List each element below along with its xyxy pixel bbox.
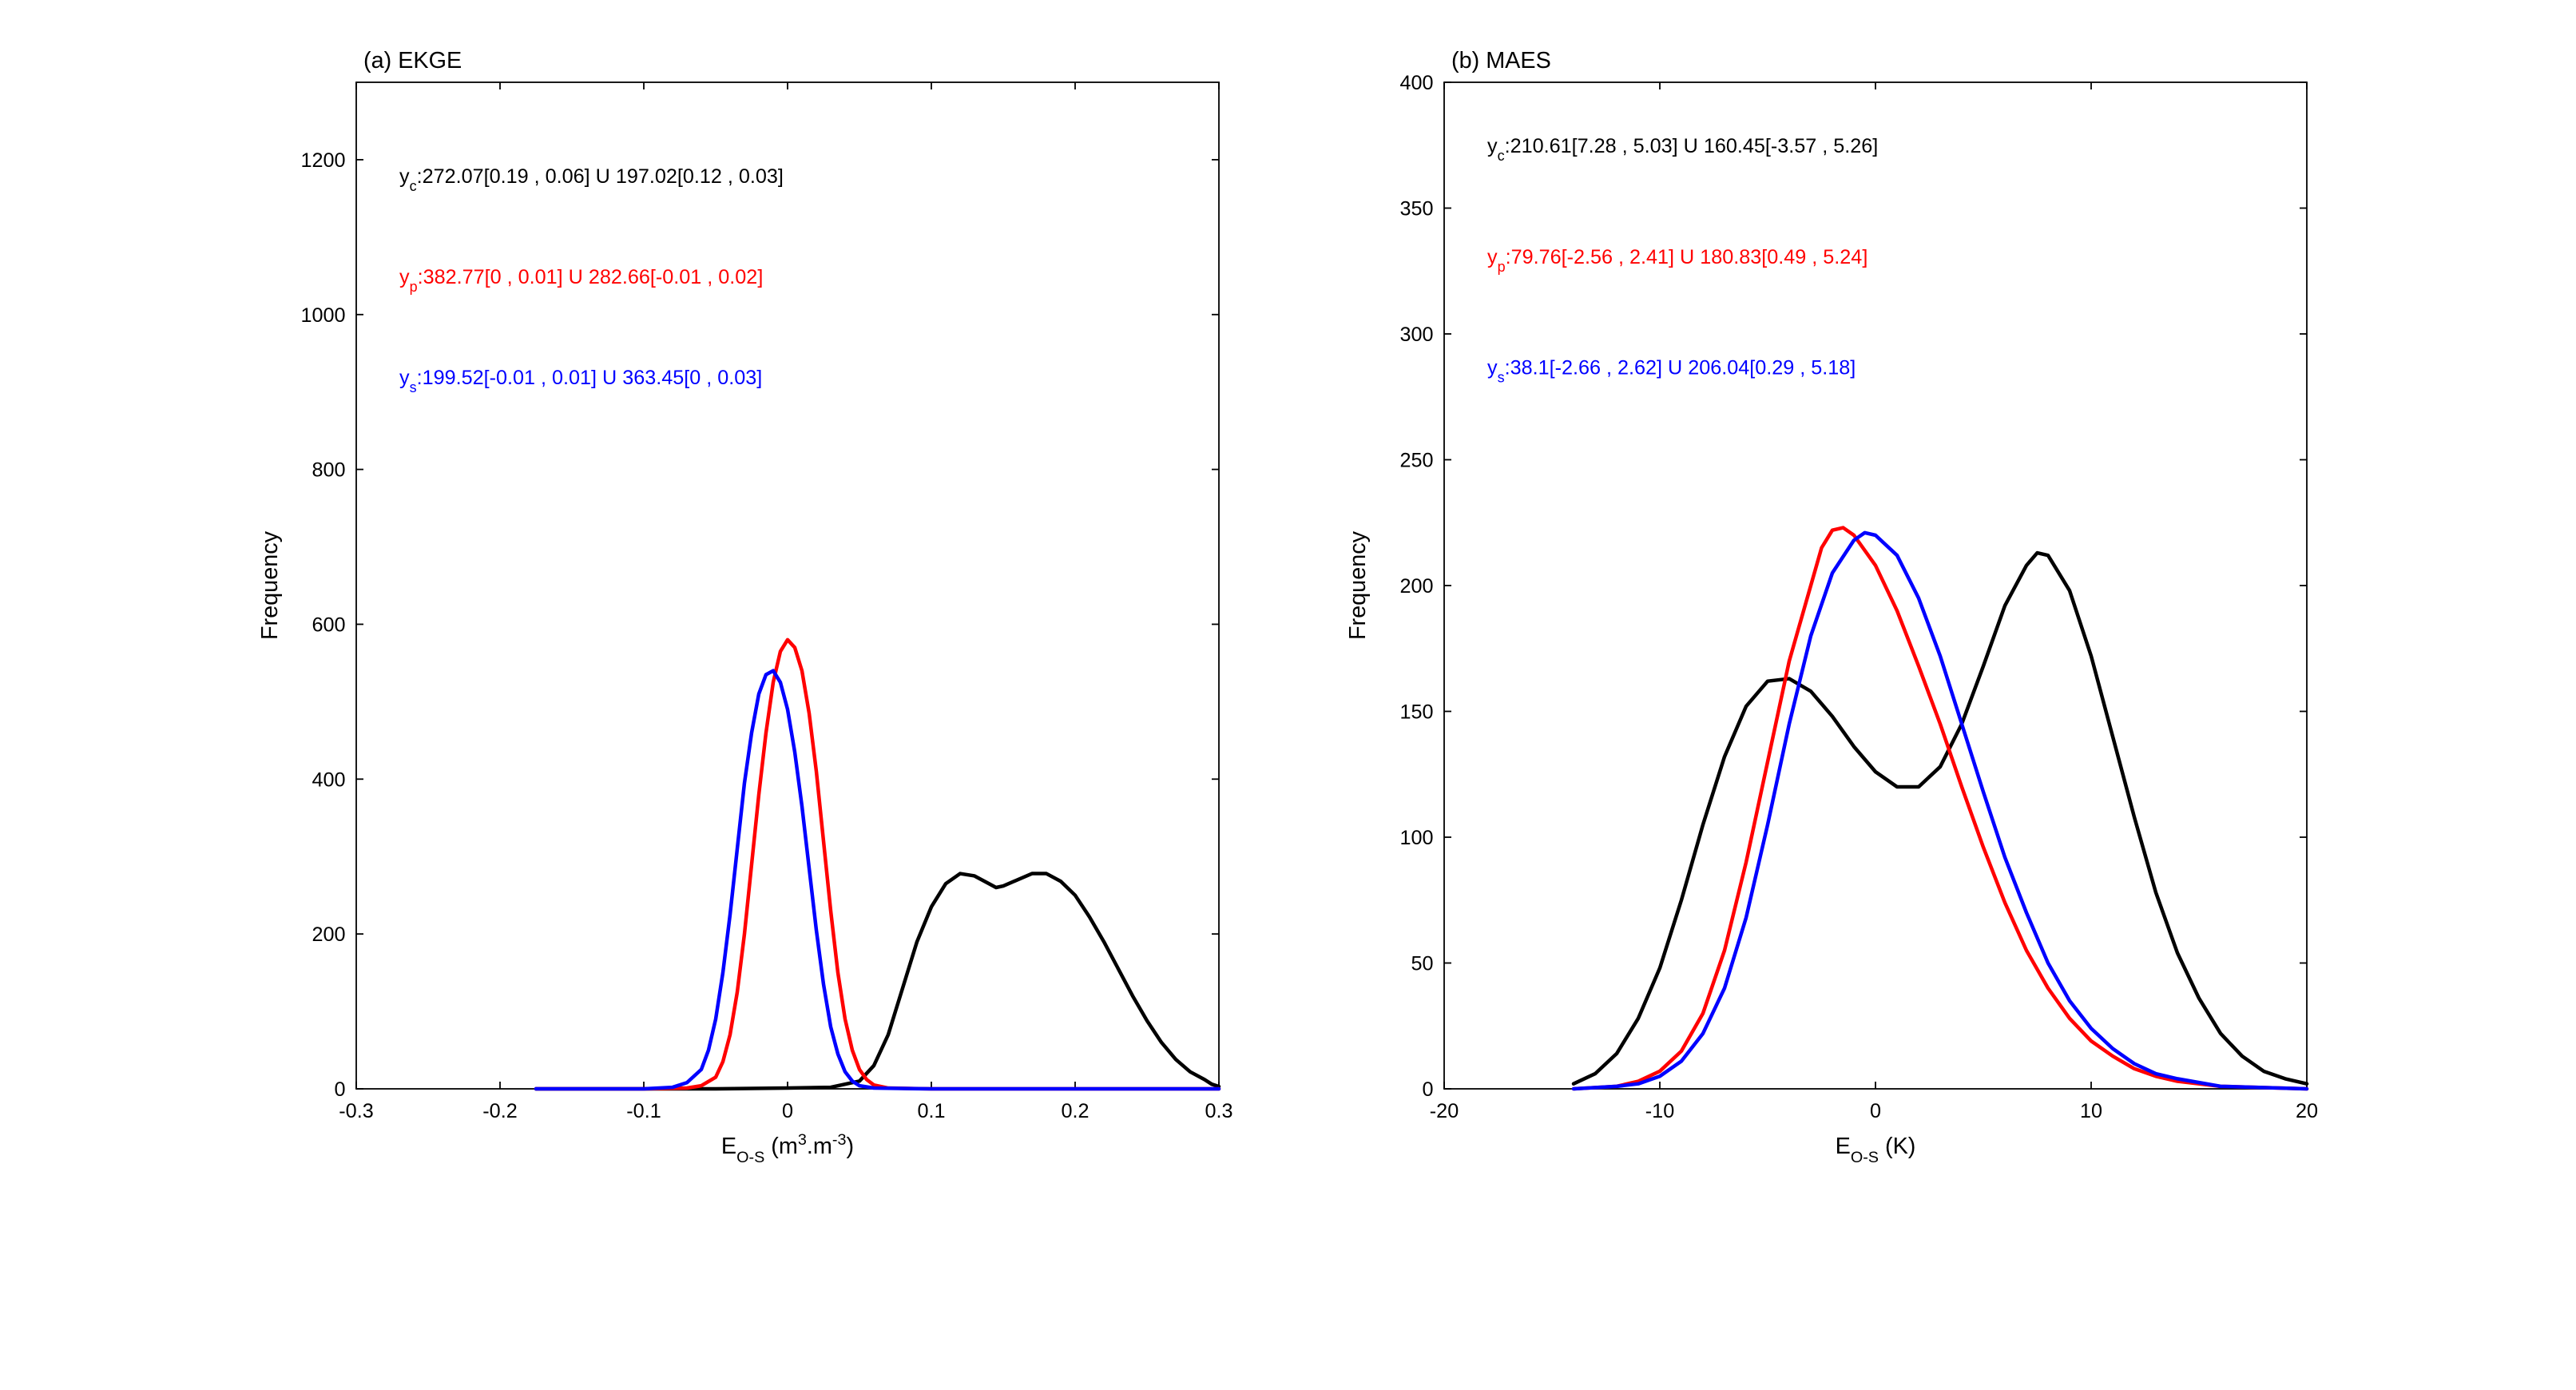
annotation-ys: ys:38.1[-2.66 , 2.62] U 206.04[0.29 , 5.… <box>1487 356 1856 385</box>
xtick-label: 0.1 <box>917 1100 945 1122</box>
panel-a: -0.3 -0.2 -0.1 0 0.1 0.2 0.3 0 200 400 600 800 1000 1… <box>248 32 1240 1175</box>
figure-container: -0.3-0.2-0.100.10.20.3020040060080010001… <box>32 32 2544 1175</box>
ytick-label: 1000 <box>300 304 345 327</box>
xtick-label: -0.2 <box>482 1100 517 1122</box>
panel-title-a: (a) EKGE <box>363 48 462 73</box>
ytick-label: 400 <box>312 768 345 791</box>
series-line-2 <box>536 671 1219 1089</box>
xtick-label: 0.2 <box>1061 1100 1089 1122</box>
series-line-0 <box>1574 553 2307 1084</box>
annotation-yc: yc:272.07[0.19 , 0.06] U 197.02[0.12 , 0… <box>399 165 784 194</box>
ytick-label: 200 <box>312 923 345 946</box>
ytick-label: 150 <box>1399 701 1433 724</box>
annotation-ys: ys:199.52[-0.01 , 0.01] U 363.45[0 , 0.0… <box>399 367 762 395</box>
y-axis-label: Frequency <box>257 530 283 640</box>
xtick-label: 20 <box>2295 1100 2317 1122</box>
annotation-yc: yc:210.61[7.28 , 5.03] U 160.45[-3.57 , … <box>1487 135 1878 164</box>
y-axis-label: Frequency <box>1345 530 1371 640</box>
annotation-yp: yp:382.77[0 , 0.01] U 282.66[-0.01 , 0.0… <box>399 266 763 295</box>
x-axis-label: EO-S (m3.m-3) <box>720 1131 853 1166</box>
xtick-label: -0.3 <box>339 1100 373 1122</box>
xtick-label: 0 <box>781 1100 792 1122</box>
ytick-label: 0 <box>334 1078 345 1101</box>
ytick-label: 300 <box>1399 324 1433 346</box>
series-line-2 <box>1574 533 2307 1089</box>
series-line-0 <box>536 874 1219 1089</box>
xtick-label: 10 <box>2079 1100 2102 1122</box>
panel-b: -20-1001020050100150200250300350400yc:21… <box>1336 32 2328 1175</box>
ytick-label: 1200 <box>300 149 345 172</box>
ytick-label: 100 <box>1399 827 1433 849</box>
ytick-label: 350 <box>1399 198 1433 220</box>
series-line-1 <box>536 640 1219 1089</box>
panel-title-b: (b) MAES <box>1451 48 1551 73</box>
chart-a: -0.3 -0.2 -0.1 0 0.1 0.2 0.3 0 200 400 600 800 1000 1… <box>248 32 1240 1175</box>
plot-box <box>1444 82 2307 1089</box>
ytick-label: 50 <box>1411 953 1433 975</box>
xtick-label: -20 <box>1429 1100 1458 1122</box>
xtick-label: 0 <box>1869 1100 1880 1122</box>
annotation-yp: yp:79.76[-2.56 , 2.41] U 180.83[0.49 , 5… <box>1487 246 1868 275</box>
ytick-label: 600 <box>312 614 345 636</box>
ytick-label: 200 <box>1399 575 1433 598</box>
x-axis-label: EO-S (K) <box>1835 1134 1915 1166</box>
ytick-label: 400 <box>1399 72 1433 94</box>
plot-box <box>356 82 1219 1089</box>
series-line-1 <box>1574 528 2307 1089</box>
ytick-label: 800 <box>312 459 345 482</box>
xtick-label: 0.3 <box>1205 1100 1232 1122</box>
ytick-label: 0 <box>1422 1078 1433 1101</box>
chart-b: -20-1001020050100150200250300350400yc:21… <box>1336 32 2328 1175</box>
ytick-label: 250 <box>1399 450 1433 472</box>
xtick-label: -0.1 <box>626 1100 661 1122</box>
xtick-label: -10 <box>1645 1100 1673 1122</box>
